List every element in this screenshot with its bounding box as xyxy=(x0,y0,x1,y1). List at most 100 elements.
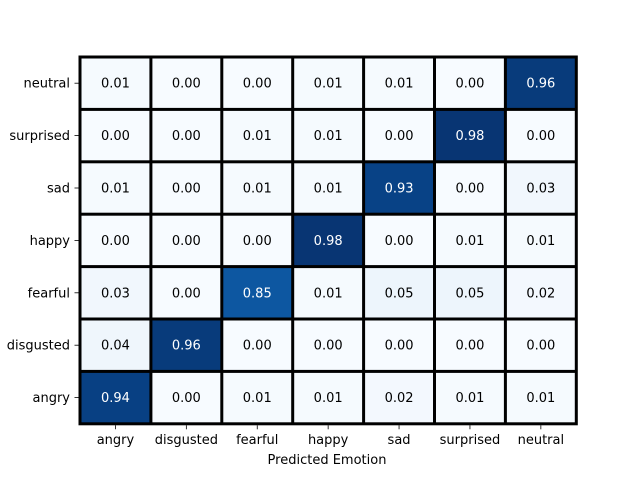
x-tick-label-fearful: fearful xyxy=(236,433,278,448)
cell-value-label: 0.01 xyxy=(526,391,555,406)
cell-value-label: 0.00 xyxy=(101,234,130,249)
x-tick-label-disgusted: disgusted xyxy=(155,433,218,448)
heatmap-cell-surprised-surprised xyxy=(436,110,504,161)
heatmap-cell-sad-fearful xyxy=(223,163,292,213)
cell-value-label: 0.00 xyxy=(172,234,201,249)
cell-value-label: 0.93 xyxy=(385,182,414,197)
cell-value-label: 0.00 xyxy=(172,391,201,406)
x-axis: angry disgusted fearful happy sad surprised ne… xyxy=(97,425,564,448)
heatmap-cell-sad-neutral xyxy=(506,163,575,213)
heatmap-cell-neutral-neutral xyxy=(506,58,575,108)
cell-value-label: 0.96 xyxy=(526,77,555,92)
heatmap-cell-disgusted-neutral xyxy=(506,320,575,370)
cell-value-label: 0.00 xyxy=(101,129,130,144)
heatmap-cell-sad-disgusted xyxy=(152,163,221,213)
heatmap-cell-sad-sad xyxy=(365,163,433,213)
y-tick-label-neutral: neutral xyxy=(24,77,71,92)
cell-value-label: 0.01 xyxy=(455,391,484,406)
heatmap-cell-happy-surprised xyxy=(436,215,504,266)
heatmap-cell-fearful-angry xyxy=(81,268,150,318)
y-tick-label-angry: angry xyxy=(33,391,71,406)
heatmap-cell-angry-sad xyxy=(365,372,433,423)
cell-value-label: 0.05 xyxy=(385,286,414,301)
cell-value-label: 0.00 xyxy=(172,129,201,144)
heatmap-cell-surprised-neutral xyxy=(506,110,575,161)
cell-value-label: 0.01 xyxy=(314,182,343,197)
cell-value-label: 0.00 xyxy=(385,234,414,249)
heatmap-cell-happy-happy xyxy=(294,215,363,266)
cell-value-label: 0.02 xyxy=(526,286,555,301)
heatmap-cell-angry-angry xyxy=(81,372,150,423)
heatmap-cell-happy-neutral xyxy=(506,215,575,266)
heatmap-cells xyxy=(78,55,578,426)
heatmap-cell-fearful-sad xyxy=(365,268,433,318)
heatmap-cell-angry-fearful xyxy=(223,372,292,423)
heatmap-cell-fearful-surprised xyxy=(436,268,504,318)
heatmap-cell-disgusted-angry xyxy=(81,320,150,370)
cell-value-label: 0.01 xyxy=(314,77,343,92)
cell-value-label: 0.00 xyxy=(314,339,343,354)
cell-value-label: 0.02 xyxy=(385,391,414,406)
heatmap-cell-neutral-fearful xyxy=(223,58,292,108)
cell-value-label: 0.94 xyxy=(101,391,130,406)
cell-value-label: 0.01 xyxy=(385,77,414,92)
cell-value-label: 0.01 xyxy=(243,182,272,197)
cell-value-label: 0.00 xyxy=(526,339,555,354)
cell-value-label: 0.01 xyxy=(101,182,130,197)
cell-value-label: 0.04 xyxy=(101,339,130,354)
heatmap-cell-happy-angry xyxy=(81,215,150,266)
heatmap-cell-neutral-sad xyxy=(365,58,433,108)
cell-value-label: 0.00 xyxy=(455,339,484,354)
cell-value-label: 0.01 xyxy=(455,234,484,249)
heatmap-cell-labels: 0.01 0.00 0.00 0.01 0.01 0.00 0.96 0.00 0.00 0.01… xyxy=(101,77,555,406)
x-tick-label-happy: happy xyxy=(308,433,349,448)
cell-value-label: 0.01 xyxy=(101,77,130,92)
heatmap-cell-disgusted-disgusted xyxy=(152,320,221,370)
heatmap-cell-neutral-angry xyxy=(81,58,150,108)
heatmap-cell-neutral-disgusted xyxy=(152,58,221,108)
heatmap-cell-fearful-neutral xyxy=(506,268,575,318)
cell-value-label: 0.00 xyxy=(172,182,201,197)
heatmap-cell-disgusted-surprised xyxy=(436,320,504,370)
cell-value-label: 0.00 xyxy=(172,77,201,92)
cell-value-label: 0.98 xyxy=(455,129,484,144)
x-tick-label-angry: angry xyxy=(97,433,135,448)
cell-value-label: 0.01 xyxy=(243,129,272,144)
heatmap-cell-happy-fearful xyxy=(223,215,292,266)
heatmap-cell-fearful-fearful xyxy=(223,268,292,318)
heatmap-cell-happy-disgusted xyxy=(152,215,221,266)
heatmap-cell-sad-angry xyxy=(81,163,150,213)
cell-value-label: 0.01 xyxy=(314,286,343,301)
heatmap-cell-fearful-happy xyxy=(294,268,363,318)
heatmap-cell-surprised-fearful xyxy=(223,110,292,161)
heatmap-cell-neutral-happy xyxy=(294,58,363,108)
heatmap-cell-surprised-sad xyxy=(365,110,433,161)
y-axis: neutral surprised sad happy fearful disgusted… xyxy=(7,77,79,406)
heatmap-cell-disgusted-sad xyxy=(365,320,433,370)
cell-value-label: 0.98 xyxy=(314,234,343,249)
cell-value-label: 0.96 xyxy=(172,339,201,354)
x-tick-label-surprised: surprised xyxy=(440,433,501,448)
y-tick-label-sad: sad xyxy=(47,182,70,197)
cell-value-label: 0.01 xyxy=(526,234,555,249)
cell-value-label: 0.00 xyxy=(455,77,484,92)
heatmap-cell-happy-sad xyxy=(365,215,433,266)
x-tick-label-sad: sad xyxy=(388,433,411,448)
cell-value-label: 0.05 xyxy=(455,286,484,301)
cell-value-label: 0.00 xyxy=(385,339,414,354)
heatmap-cell-fearful-disgusted xyxy=(152,268,221,318)
heatmap-cell-disgusted-fearful xyxy=(223,320,292,370)
cell-value-label: 0.01 xyxy=(314,391,343,406)
heatmap-cell-angry-happy xyxy=(294,372,363,423)
cell-value-label: 0.00 xyxy=(385,129,414,144)
cell-value-label: 0.03 xyxy=(526,182,555,197)
cell-value-label: 0.03 xyxy=(101,286,130,301)
x-tick-label-neutral: neutral xyxy=(518,433,565,448)
cell-value-label: 0.85 xyxy=(243,286,272,301)
cell-value-label: 0.01 xyxy=(243,391,272,406)
heatmap-cell-angry-neutral xyxy=(506,372,575,423)
heatmap-cell-surprised-disgusted xyxy=(152,110,221,161)
cell-value-label: 0.00 xyxy=(243,77,272,92)
